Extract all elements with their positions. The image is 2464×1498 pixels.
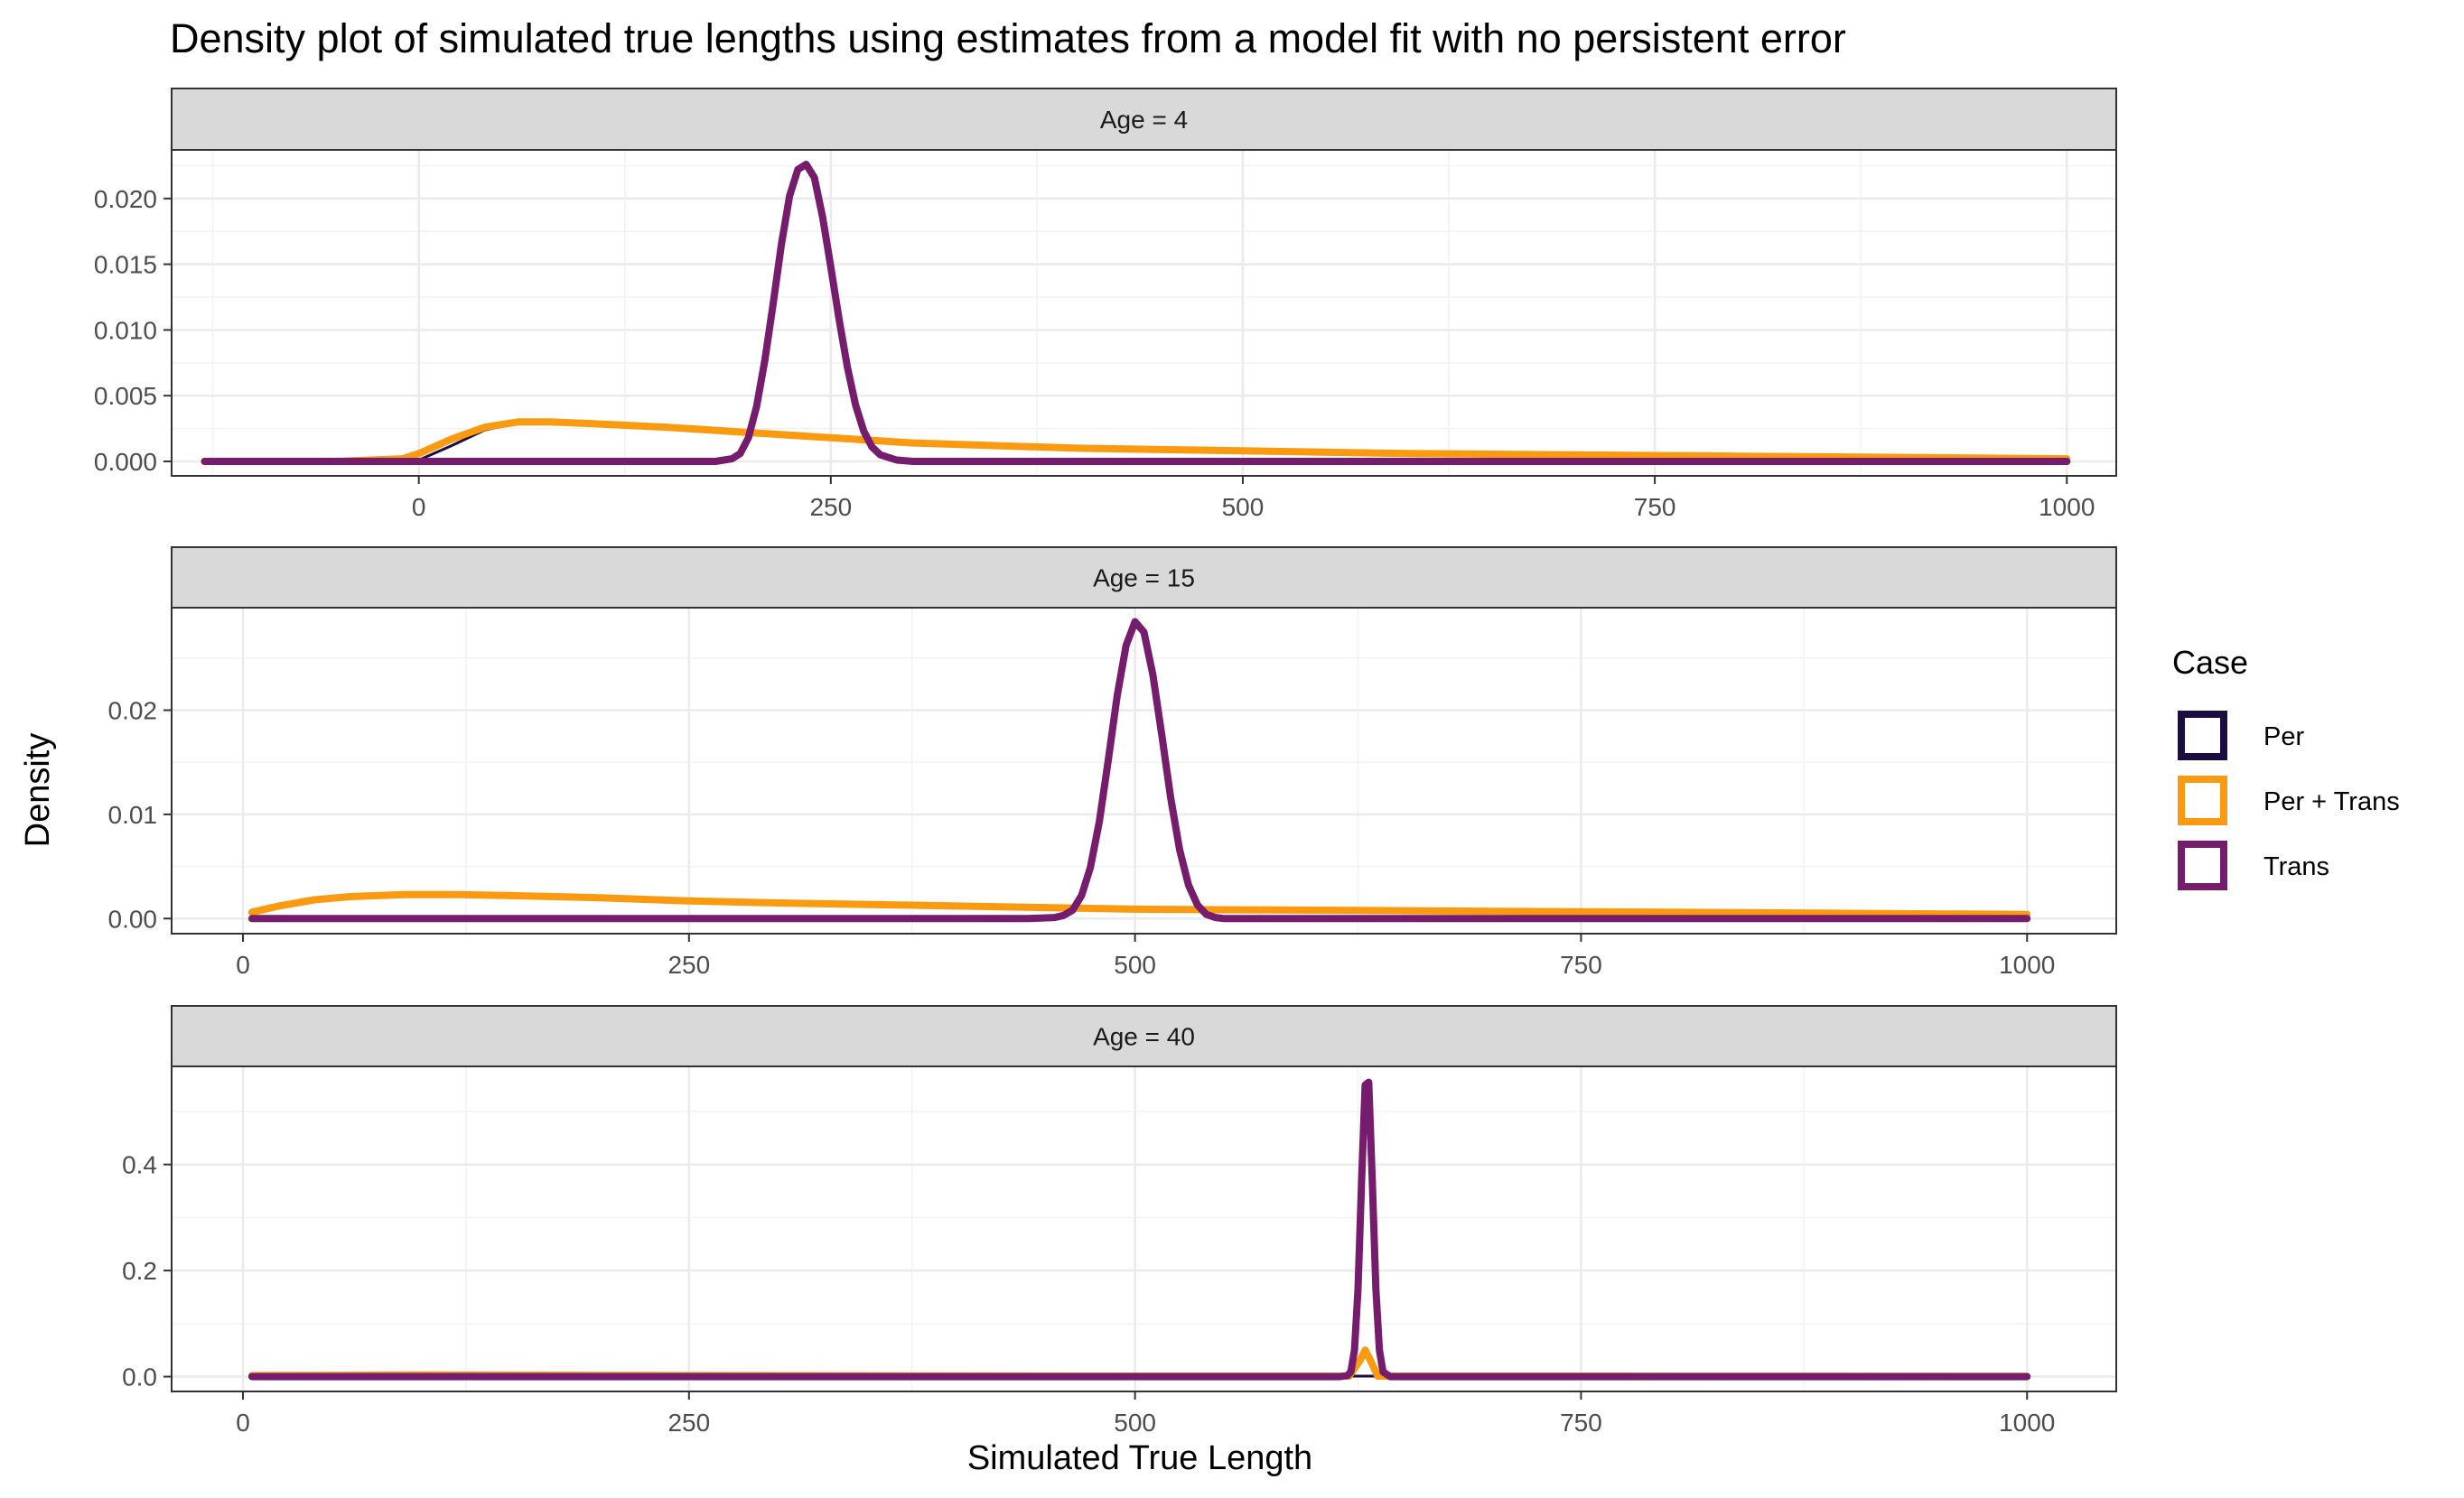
x-tick-label: 1000 bbox=[1999, 1409, 2055, 1437]
axis-ticks: 0 250 500 750 1000 0.0 0.2 0.4 bbox=[122, 1151, 2055, 1437]
facet-strip bbox=[171, 88, 2117, 151]
x-tick-label: 1000 bbox=[2039, 493, 2095, 521]
series-line-per-trans bbox=[247, 890, 2031, 918]
legend-label: Trans bbox=[2263, 852, 2329, 881]
x-tick-label: 750 bbox=[1560, 1409, 1602, 1437]
facet-strip bbox=[171, 1005, 2117, 1067]
legend-key bbox=[2178, 776, 2227, 825]
x-tick-label: 500 bbox=[1114, 951, 1156, 979]
y-axis-title: Density bbox=[19, 733, 57, 848]
y-tick-label: 0.015 bbox=[94, 251, 157, 279]
y-tick-label: 0.020 bbox=[94, 185, 157, 213]
panel-background bbox=[172, 1066, 2116, 1391]
series-line-trans bbox=[247, 618, 2031, 923]
legend-entry: Trans bbox=[2178, 841, 2329, 890]
x-tick-label: 250 bbox=[667, 1409, 710, 1437]
y-tick-label: 0.000 bbox=[94, 448, 157, 476]
facet-panel: Age = 40 0 250 500 750 1000 0.0 0.2 0.4 bbox=[122, 1005, 2117, 1437]
legend-key bbox=[2178, 711, 2227, 760]
legend-label: Per bbox=[2263, 722, 2304, 751]
legend: Case Per Per + Trans Trans bbox=[2172, 644, 2400, 890]
axis-ticks: 0 250 500 750 1000 0.000 0.005 0.010 0.015 0.020 bbox=[94, 185, 2095, 521]
facet-strip-label: Age = 15 bbox=[1093, 564, 1195, 592]
y-tick-label: 0.02 bbox=[108, 697, 158, 725]
y-tick-label: 0.01 bbox=[108, 801, 158, 829]
x-tick-label: 500 bbox=[1114, 1409, 1156, 1437]
series-line-per-trans bbox=[201, 418, 2071, 465]
x-tick-label: 1000 bbox=[1999, 951, 2055, 979]
y-tick-label: 0.0 bbox=[122, 1363, 157, 1391]
chart-title: Density plot of simulated true lengths u… bbox=[170, 15, 1846, 61]
y-tick-label: 0.010 bbox=[94, 316, 157, 344]
y-tick-label: 0.4 bbox=[122, 1151, 157, 1179]
x-tick-label: 0 bbox=[236, 951, 250, 979]
legend-title: Case bbox=[2172, 644, 2248, 681]
facet-strip-label: Age = 4 bbox=[1100, 106, 1188, 134]
legend-key bbox=[2178, 841, 2227, 890]
x-tick-label: 0 bbox=[236, 1409, 250, 1437]
legend-entry: Per bbox=[2178, 711, 2304, 760]
facet-panel: Age = 4 0 250 500 750 1000 0.000 0.005 0.010 0.01… bbox=[94, 88, 2117, 521]
facet-strip-label: Age = 40 bbox=[1093, 1023, 1195, 1051]
series-lines bbox=[201, 161, 2071, 465]
axis-ticks: 0 250 500 750 1000 0.00 0.01 0.02 bbox=[108, 697, 2056, 979]
legend-entry: Per + Trans bbox=[2178, 776, 2400, 825]
x-tick-label: 250 bbox=[809, 493, 852, 521]
y-tick-label: 0.2 bbox=[122, 1257, 157, 1285]
panel-border bbox=[171, 1065, 2117, 1392]
panel-background bbox=[172, 608, 2116, 934]
x-tick-label: 500 bbox=[1222, 493, 1265, 521]
x-tick-label: 250 bbox=[667, 951, 710, 979]
x-axis-title: Simulated True Length bbox=[967, 1439, 1312, 1477]
x-tick-label: 750 bbox=[1634, 493, 1676, 521]
panel-border bbox=[171, 149, 2117, 477]
y-tick-label: 0.005 bbox=[94, 382, 157, 410]
facet-panels: Age = 40 250 500 750 10000.0000.0050.0100.01… bbox=[94, 88, 2117, 1437]
series-lines bbox=[247, 618, 2031, 923]
series-line-trans bbox=[247, 1078, 2031, 1381]
series-lines bbox=[247, 1078, 2031, 1381]
x-tick-label: 0 bbox=[412, 493, 426, 521]
series-line-trans bbox=[201, 161, 2071, 465]
facet-panel: Age = 15 0 250 500 750 1000 0.00 0.01 0.02 bbox=[108, 546, 2117, 979]
legend-entries: Per Per + Trans Trans bbox=[2178, 711, 2400, 890]
panel-background bbox=[172, 150, 2116, 476]
x-tick-label: 750 bbox=[1560, 951, 1602, 979]
legend-label: Per + Trans bbox=[2263, 787, 2400, 816]
y-tick-label: 0.00 bbox=[108, 905, 158, 933]
panel-border bbox=[171, 607, 2117, 935]
